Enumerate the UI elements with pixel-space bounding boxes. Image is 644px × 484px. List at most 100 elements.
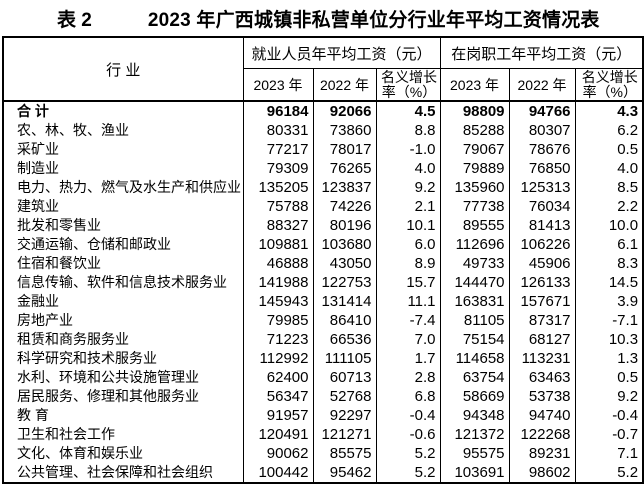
table-row: 合 计 96184 92066 4.5 98809 94766 4.3 (2, 101, 644, 121)
employed-2022-cell: 74226 (312, 197, 377, 216)
onpost-2023-header: 2023 年 (439, 68, 510, 102)
employed-2022-cell: 78017 (312, 140, 377, 159)
employed-rate-cell: 11.1 (375, 292, 441, 311)
onpost-wage-group-header: 在岗职工年平均工资（元） (439, 36, 644, 69)
employed-2022-cell: 92066 (312, 101, 377, 121)
onpost-2022-header: 2022 年 (508, 68, 576, 102)
onpost-2022-cell: 76850 (508, 159, 576, 178)
employed-rate-cell: 2.1 (375, 197, 441, 216)
employed-2023-cell: 80331 (242, 121, 314, 140)
employed-rate-cell: 5.2 (375, 444, 441, 463)
onpost-growth-rate-header: 名义增长率（%） (574, 68, 644, 102)
onpost-2023-cell: 94348 (439, 406, 510, 425)
table-row: 科学研究和技术服务业 112992 111105 1.7 114658 1132… (2, 349, 644, 368)
onpost-2023-cell: 163831 (439, 292, 510, 311)
employed-2023-cell: 112992 (242, 349, 314, 368)
onpost-2022-cell: 45906 (508, 254, 576, 273)
industry-cell: 农、林、牧、渔业 (2, 121, 244, 140)
onpost-rate-cell: 6.1 (574, 235, 644, 254)
industry-cell: 制造业 (2, 159, 244, 178)
onpost-2022-cell: 63463 (508, 368, 576, 387)
table-row: 采矿业 77217 78017 -1.0 79067 78676 0.5 (2, 140, 644, 159)
table-row: 金融业 145943 131414 11.1 163831 157671 3.9 (2, 292, 644, 311)
onpost-2023-cell: 98809 (439, 101, 510, 121)
onpost-2023-cell: 75154 (439, 330, 510, 349)
wage-table: 行 业 就业人员年平均工资（元） 在岗职工年平均工资（元） 2023 年 202… (2, 36, 644, 484)
industry-cell: 合 计 (2, 101, 244, 121)
employed-rate-cell: 4.5 (375, 101, 441, 121)
industry-column-header: 行 业 (2, 36, 244, 102)
onpost-rate-cell: 7.1 (574, 444, 644, 463)
onpost-rate-cell: 0.5 (574, 140, 644, 159)
onpost-2022-cell: 94740 (508, 406, 576, 425)
table-row: 批发和零售业 88327 80196 10.1 89555 81413 10.0 (2, 216, 644, 235)
employed-2023-cell: 75788 (242, 197, 314, 216)
onpost-rate-cell: 5.2 (574, 463, 644, 483)
employed-2023-header: 2023 年 (242, 68, 314, 102)
table-row: 水利、环境和公共设施管理业 62400 60713 2.8 63754 6346… (2, 368, 644, 387)
industry-cell: 建筑业 (2, 197, 244, 216)
industry-cell: 交通运输、仓储和邮政业 (2, 235, 244, 254)
employed-2022-header: 2022 年 (312, 68, 377, 102)
employed-rate-cell: 6.8 (375, 387, 441, 406)
onpost-rate-cell: 4.0 (574, 159, 644, 178)
employed-rate-cell: 8.9 (375, 254, 441, 273)
employed-2023-cell: 56347 (242, 387, 314, 406)
employed-2022-cell: 95462 (312, 463, 377, 483)
onpost-2023-cell: 79067 (439, 140, 510, 159)
onpost-2022-cell: 68127 (508, 330, 576, 349)
industry-cell: 采矿业 (2, 140, 244, 159)
onpost-rate-cell: -7.1 (574, 311, 644, 330)
onpost-rate-cell: 9.2 (574, 387, 644, 406)
onpost-2023-cell: 103691 (439, 463, 510, 483)
employed-2023-cell: 141988 (242, 273, 314, 292)
employed-2023-cell: 91957 (242, 406, 314, 425)
industry-cell: 居民服务、修理和其他服务业 (2, 387, 244, 406)
industry-cell: 租赁和商务服务业 (2, 330, 244, 349)
onpost-rate-cell: -0.4 (574, 406, 644, 425)
table-row: 居民服务、修理和其他服务业 56347 52768 6.8 58669 5373… (2, 387, 644, 406)
onpost-2023-cell: 63754 (439, 368, 510, 387)
onpost-2023-cell: 58669 (439, 387, 510, 406)
table-caption: 表 2 2023 年广西城镇非私营单位分行业年平均工资情况表 (0, 0, 644, 32)
onpost-2022-cell: 76034 (508, 197, 576, 216)
onpost-rate-cell: 8.3 (574, 254, 644, 273)
employed-2022-cell: 73860 (312, 121, 377, 140)
employed-rate-cell: -0.4 (375, 406, 441, 425)
industry-cell: 文化、体育和娱乐业 (2, 444, 244, 463)
employed-2022-cell: 86410 (312, 311, 377, 330)
onpost-2023-cell: 49733 (439, 254, 510, 273)
industry-cell: 电力、热力、燃气及水生产和供应业 (2, 178, 244, 197)
employed-2023-cell: 46888 (242, 254, 314, 273)
onpost-rate-cell: 8.5 (574, 178, 644, 197)
onpost-2022-cell: 94766 (508, 101, 576, 121)
onpost-2023-cell: 144470 (439, 273, 510, 292)
onpost-2023-cell: 89555 (439, 216, 510, 235)
onpost-2022-cell: 122268 (508, 425, 576, 444)
employed-2022-cell: 66536 (312, 330, 377, 349)
employed-2023-cell: 79309 (242, 159, 314, 178)
employed-rate-cell: 4.0 (375, 159, 441, 178)
table-row: 电力、热力、燃气及水生产和供应业 135205 123837 9.2 13596… (2, 178, 644, 197)
onpost-2023-cell: 114658 (439, 349, 510, 368)
onpost-rate-cell: 14.5 (574, 273, 644, 292)
industry-cell: 科学研究和技术服务业 (2, 349, 244, 368)
onpost-rate-cell: 0.5 (574, 368, 644, 387)
table-number: 表 2 (57, 10, 92, 31)
employed-2023-cell: 96184 (242, 101, 314, 121)
employed-rate-cell: -7.4 (375, 311, 441, 330)
employed-2022-cell: 92297 (312, 406, 377, 425)
table-row: 房地产业 79985 86410 -7.4 81105 87317 -7.1 (2, 311, 644, 330)
table-row: 建筑业 75788 74226 2.1 77738 76034 2.2 (2, 197, 644, 216)
employed-rate-cell: 2.8 (375, 368, 441, 387)
employed-wage-group-header: 就业人员年平均工资（元） (242, 36, 441, 69)
employed-rate-cell: 9.2 (375, 178, 441, 197)
employed-rate-cell: 8.8 (375, 121, 441, 140)
employed-2023-cell: 100442 (242, 463, 314, 483)
industry-cell: 信息传输、软件和信息技术服务业 (2, 273, 244, 292)
onpost-2022-cell: 113231 (508, 349, 576, 368)
employed-2023-cell: 145943 (242, 292, 314, 311)
industry-cell: 教 育 (2, 406, 244, 425)
group-header-row: 行 业 就业人员年平均工资（元） 在岗职工年平均工资（元） (2, 36, 644, 102)
employed-2022-cell: 131414 (312, 292, 377, 311)
